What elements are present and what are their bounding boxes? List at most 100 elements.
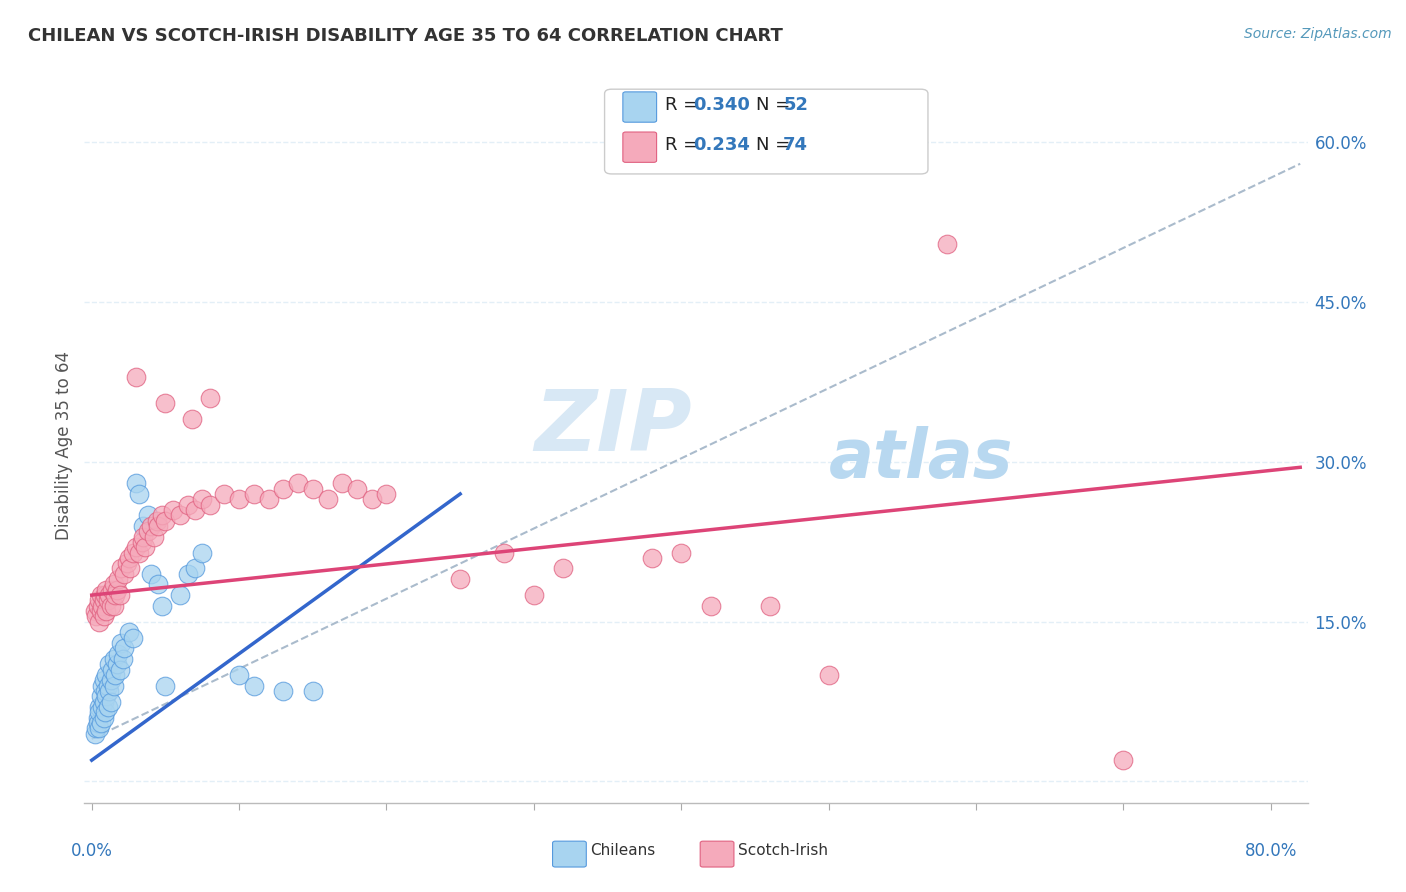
Point xyxy=(83,604,105,618)
Point xyxy=(104,668,127,682)
Point xyxy=(641,550,664,565)
Point xyxy=(87,615,110,629)
Point xyxy=(699,599,721,613)
Point xyxy=(494,545,516,559)
Point xyxy=(243,679,266,693)
Point xyxy=(91,700,114,714)
Point xyxy=(98,588,121,602)
Point xyxy=(155,514,177,528)
Point xyxy=(243,487,266,501)
Text: R =: R = xyxy=(665,96,704,114)
Point xyxy=(146,519,169,533)
Text: 74: 74 xyxy=(783,136,808,154)
Point xyxy=(110,561,132,575)
Text: 0.234: 0.234 xyxy=(693,136,749,154)
Point xyxy=(118,561,141,575)
Point xyxy=(117,625,139,640)
Point xyxy=(162,503,184,517)
Point xyxy=(191,492,214,507)
Point xyxy=(115,556,138,570)
Point xyxy=(155,679,177,693)
Point xyxy=(111,652,134,666)
Text: Scotch-Irish: Scotch-Irish xyxy=(738,843,828,858)
Point xyxy=(169,508,191,523)
Point xyxy=(86,599,108,613)
Point xyxy=(90,588,112,602)
Text: 0.340: 0.340 xyxy=(693,96,749,114)
Point xyxy=(134,540,156,554)
Point xyxy=(198,498,221,512)
Point xyxy=(184,561,207,575)
Text: CHILEAN VS SCOTCH-IRISH DISABILITY AGE 35 TO 64 CORRELATION CHART: CHILEAN VS SCOTCH-IRISH DISABILITY AGE 3… xyxy=(28,27,783,45)
Point xyxy=(101,582,124,597)
Point xyxy=(87,593,110,607)
Point xyxy=(86,710,108,724)
Point xyxy=(97,679,120,693)
Point xyxy=(122,631,145,645)
Point xyxy=(228,668,250,682)
Point xyxy=(375,487,398,501)
Point xyxy=(214,487,236,501)
Point xyxy=(93,609,115,624)
Point xyxy=(553,561,575,575)
Point xyxy=(87,721,110,735)
Point xyxy=(139,566,162,581)
Point xyxy=(132,529,155,543)
Point xyxy=(103,599,125,613)
Point xyxy=(523,588,546,602)
Point xyxy=(84,609,107,624)
Point xyxy=(100,695,122,709)
Text: atlas: atlas xyxy=(828,426,1012,492)
Point xyxy=(181,412,204,426)
Point xyxy=(112,566,135,581)
Text: ZIP: ZIP xyxy=(534,386,692,469)
Point xyxy=(98,684,121,698)
Text: 80.0%: 80.0% xyxy=(1244,842,1296,860)
Point xyxy=(100,599,122,613)
Point xyxy=(146,577,169,591)
Point xyxy=(96,668,118,682)
Point xyxy=(107,647,129,661)
Point xyxy=(228,492,250,507)
Point xyxy=(103,577,125,591)
Point xyxy=(96,604,118,618)
Point xyxy=(136,524,159,539)
Point xyxy=(935,236,957,251)
Point xyxy=(301,482,323,496)
Text: Chileans: Chileans xyxy=(591,843,655,858)
Point xyxy=(176,498,198,512)
Point xyxy=(128,487,150,501)
Point xyxy=(330,476,353,491)
Point xyxy=(184,503,207,517)
Point xyxy=(108,663,131,677)
Point xyxy=(125,369,148,384)
Point xyxy=(87,700,110,714)
Point xyxy=(84,721,107,735)
Point xyxy=(145,514,167,528)
Point xyxy=(132,519,155,533)
Point xyxy=(128,545,150,559)
Point xyxy=(273,482,295,496)
Point xyxy=(449,572,471,586)
Point xyxy=(93,710,115,724)
Point xyxy=(90,690,112,704)
Point xyxy=(91,679,114,693)
Point xyxy=(346,482,368,496)
Point xyxy=(125,476,148,491)
Point xyxy=(169,588,191,602)
Point xyxy=(104,588,127,602)
Point xyxy=(101,663,124,677)
Point xyxy=(112,641,135,656)
Point xyxy=(131,534,153,549)
Point xyxy=(301,684,323,698)
Point xyxy=(117,550,139,565)
Point xyxy=(125,540,148,554)
Text: Source: ZipAtlas.com: Source: ZipAtlas.com xyxy=(1244,27,1392,41)
Point xyxy=(93,673,115,688)
Point xyxy=(360,492,382,507)
Point xyxy=(671,545,693,559)
Point xyxy=(122,545,145,559)
Text: 0.0%: 0.0% xyxy=(70,842,112,860)
Y-axis label: Disability Age 35 to 64: Disability Age 35 to 64 xyxy=(55,351,73,541)
Point xyxy=(107,572,129,586)
